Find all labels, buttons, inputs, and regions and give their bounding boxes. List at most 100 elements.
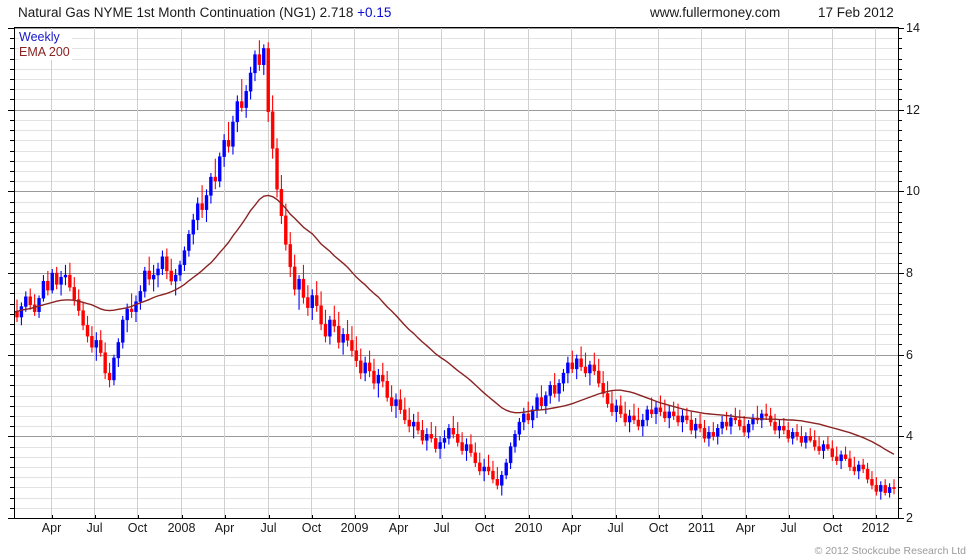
x-axis-label: 2009 (340, 521, 369, 535)
legend-item-ema200: EMA 200 (19, 45, 72, 60)
x-tick (441, 515, 443, 519)
left-tick-minor (10, 466, 15, 468)
y-axis-label: 6 (906, 347, 913, 362)
plot-area: Weekly EMA 200 (14, 27, 899, 519)
left-tick-minor (10, 293, 15, 295)
left-axis-ticks (8, 27, 15, 519)
y-tick-major (898, 109, 904, 111)
x-tick (832, 515, 834, 519)
left-tick-minor (10, 211, 15, 213)
x-axis-label: Oct (822, 521, 843, 535)
left-tick-minor (10, 344, 15, 346)
y-tick-major (898, 273, 904, 274)
chart-legend: Weekly EMA 200 (19, 30, 72, 60)
y-tick-minor (898, 232, 902, 234)
y-tick-minor (898, 405, 902, 407)
plot-inner (15, 28, 898, 518)
x-axis-label: Oct (474, 521, 495, 535)
x-tick (268, 515, 270, 519)
y-tick-minor (898, 364, 902, 366)
legend-item-weekly: Weekly (19, 30, 72, 45)
x-tick (615, 515, 617, 519)
y-axis-label: 8 (906, 266, 913, 280)
y-tick-minor (898, 119, 902, 121)
left-tick-minor (10, 242, 15, 244)
y-tick-minor (898, 385, 902, 387)
copyright-notice: © 2012 Stockcube Research Ltd (814, 545, 966, 557)
left-tick-minor (10, 140, 15, 142)
x-tick (224, 515, 226, 519)
left-tick-major (8, 354, 15, 356)
page-title: Natural Gas NYME 1st Month Continuation … (18, 0, 391, 26)
x-axis-label: Oct (127, 521, 148, 535)
y-tick-minor (898, 181, 902, 183)
left-tick-minor (10, 324, 15, 326)
y-tick-minor (898, 211, 902, 213)
x-axis: Apr Jul Oct 2008 Apr Jul Oct 2009 Apr Jul Oct 2010 A… (14, 515, 898, 543)
y-tick-minor (898, 48, 902, 50)
x-axis-label: Apr (214, 521, 235, 535)
y-axis-label: 4 (906, 429, 913, 444)
x-tick (94, 515, 96, 519)
y-tick-minor (898, 456, 902, 458)
x-tick (701, 515, 703, 519)
left-tick-minor (10, 405, 15, 407)
x-tick (51, 515, 53, 519)
y-axis-line (898, 27, 899, 518)
y-tick-minor (898, 507, 902, 509)
x-tick (311, 515, 313, 519)
x-axis-label: Jul (607, 521, 624, 535)
x-axis-label: Apr (735, 521, 756, 535)
left-tick-minor (10, 497, 15, 499)
y-tick-minor (898, 221, 902, 223)
instrument-title: Natural Gas NYME 1st Month Continuation … (18, 5, 354, 20)
x-axis-label: Apr (388, 521, 409, 535)
left-tick-minor (10, 150, 15, 152)
y-tick-minor (898, 303, 902, 305)
left-tick-minor (10, 487, 15, 489)
left-tick-major (8, 109, 15, 111)
y-tick-minor (898, 150, 902, 152)
x-tick (398, 515, 400, 519)
left-tick-minor (10, 201, 15, 203)
left-tick-minor (10, 477, 15, 479)
left-tick-major (8, 191, 15, 193)
y-tick-minor (898, 130, 902, 132)
left-tick-minor (10, 160, 15, 162)
left-tick-major (8, 518, 15, 519)
chart-header: Natural Gas NYME 1st Month Continuation … (0, 0, 980, 26)
y-tick-minor (898, 160, 902, 162)
y-tick-minor (898, 140, 902, 142)
y-axis-label: 14 (906, 21, 920, 35)
y-tick-minor (898, 68, 902, 70)
series-layer (15, 40, 896, 500)
price-change: +0.15 (357, 5, 392, 20)
y-tick-minor (898, 89, 902, 91)
left-tick-minor (10, 375, 15, 377)
y-tick-minor (898, 415, 902, 417)
left-tick-minor (10, 170, 15, 172)
left-tick-minor (10, 446, 15, 448)
y-tick-minor (898, 293, 902, 295)
x-axis-label: 2008 (167, 521, 196, 535)
left-tick-minor (10, 313, 15, 315)
x-axis-label: Jul (260, 521, 277, 535)
y-tick-major (898, 28, 904, 29)
y-tick-minor (898, 334, 902, 336)
left-tick-minor (10, 426, 15, 428)
x-axis-label: 2011 (688, 521, 715, 535)
x-axis-label: 2012 (861, 521, 890, 535)
x-axis-label: Apr (41, 521, 62, 535)
left-tick-minor (10, 38, 15, 40)
left-tick-minor (10, 181, 15, 183)
y-tick-minor (898, 38, 902, 40)
grid-layer (15, 28, 898, 518)
left-tick-minor (10, 232, 15, 234)
left-tick-minor (10, 415, 15, 417)
x-axis-label: Jul (433, 521, 450, 535)
site-url: www.fullermoney.com (650, 5, 781, 20)
y-tick-minor (898, 477, 902, 479)
y-tick-minor (898, 497, 902, 499)
left-tick-minor (10, 507, 15, 509)
